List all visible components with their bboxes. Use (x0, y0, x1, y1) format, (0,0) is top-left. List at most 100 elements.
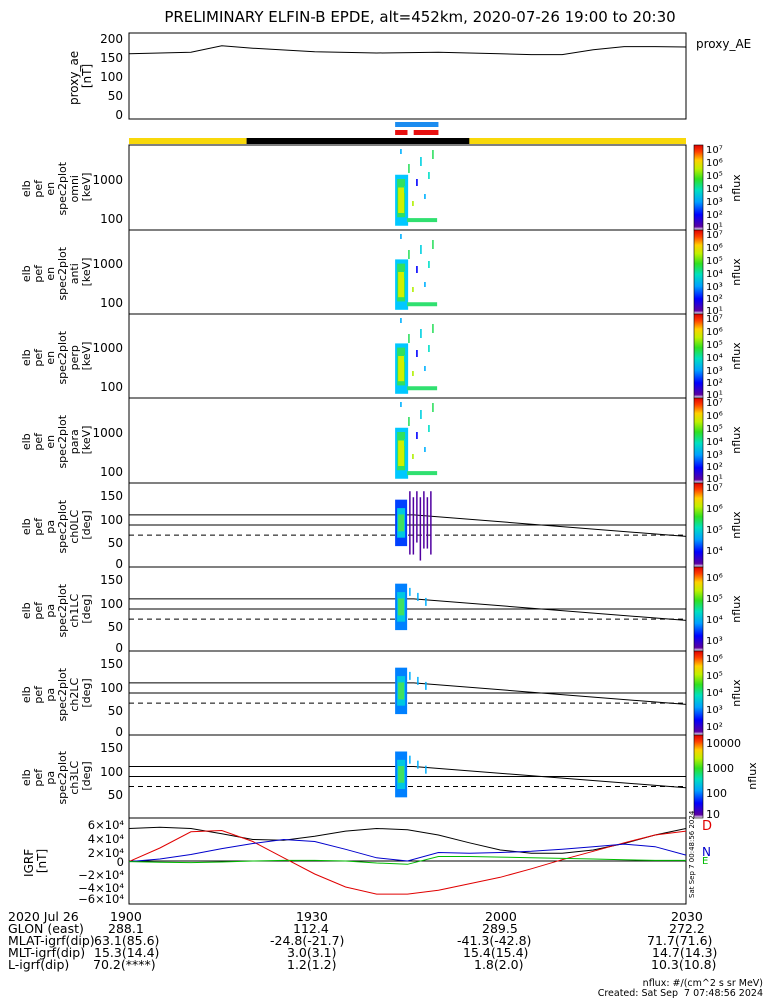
omni-panel: elb pef en spec2plot omni [keV] 1000 100 (20, 144, 687, 231)
cbar-tick: 10³ (706, 705, 723, 716)
ch2lc-panel: elb pef pa spec2plot ch2LC [deg] 150 100… (20, 650, 687, 739)
anti-label-line: en (44, 267, 57, 281)
ch0lc-flux-mark (419, 497, 422, 561)
energy-spectrogram-panels: elb pef en spec2plot omni [keV] 1000 100… (20, 144, 687, 484)
ch1lc-panel: elb pef pa spec2plot ch1LC [deg] 150 100… (20, 566, 687, 655)
units-note: nflux: #/(cm^2 s sr MeV) (642, 978, 763, 989)
footer-row-label: GLON (east) (8, 921, 84, 936)
ch3lc-label: elb pef pa spec2plot ch3LC [deg] (20, 747, 93, 804)
anti-spectrum-mark (408, 250, 410, 259)
cbar-tick: 10³ (706, 197, 723, 208)
ch2lc-label-line: [deg] (80, 678, 93, 707)
pitch-angle-panels: elb pef pa spec2plot ch0LC [deg] 150 100… (20, 482, 687, 819)
science-zone-red-bar (395, 130, 408, 135)
footer-value: 288.1 (108, 921, 144, 936)
para-spectrum-mark (404, 439, 406, 446)
ch0lc-flux-mark (426, 497, 429, 549)
ch2lc-label: elb pef pa spec2plot ch2LC [deg] (20, 664, 93, 721)
cbar-ch1lc-label: nflux (730, 595, 743, 623)
cbar-tick: 10⁴ (706, 184, 723, 195)
omni-ytick: 100 (100, 212, 123, 226)
ch0lc-flux-mark (430, 491, 432, 555)
cbar-tick: 10⁷ (706, 398, 723, 409)
para-label-line: elb (20, 433, 33, 450)
proxy-ae-ytick: 100 (100, 70, 123, 84)
orbit-position-bar (129, 138, 686, 144)
footer-value: 10.3(10.8) (651, 957, 717, 972)
cbar-ch0lc-label: nflux (730, 511, 743, 539)
proxy-ae-label: proxy_ae [nT] (67, 47, 94, 105)
footer-value: 112.4 (293, 921, 329, 936)
perp-label-line: pef (32, 348, 45, 367)
cbar-tick: 10¹ (706, 222, 723, 233)
para-label-line: para (68, 429, 81, 454)
proxy-ae-ytick: 200 (100, 32, 123, 46)
cbar-tick: 10000 (706, 737, 741, 750)
ch3lc-flux-mark (409, 755, 411, 764)
cbar-tick: 10⁵ (706, 171, 723, 182)
ch1lc-ytick: 100 (100, 597, 123, 611)
cbar-tick: 10⁵ (706, 671, 723, 682)
cbar-tick: 10² (706, 722, 723, 733)
omni-label-line: pef (32, 179, 45, 198)
anti-label: elb pef en spec2plot anti [keV] (20, 243, 93, 300)
colorbar-strip (693, 397, 704, 484)
igrf-label-line: [nT] (35, 849, 49, 873)
cbar-tick: 10⁷ (706, 230, 723, 241)
anti-label-line: elb (20, 265, 33, 282)
colorbar-strip (693, 144, 704, 231)
footer-value: 3.0(3.1) (287, 945, 337, 960)
ch0lc-label-line: pef (32, 517, 45, 536)
cbar-perp-ticks: 10⁷ 10⁶ 10⁵ 10⁴ 10³ 10² 10¹ (706, 314, 726, 401)
para-spectrum-mark (424, 447, 426, 452)
cbar-anti-ticks: 10⁷ 10⁶ 10⁵ 10⁴ 10³ 10² 10¹ (706, 230, 726, 317)
anti-spectrum-mark (432, 240, 434, 249)
ch3lc-label-line: pa (44, 771, 57, 785)
igrf-ytick: −4×10⁴ (78, 881, 124, 895)
ch3lc-flux-mark (398, 766, 405, 783)
ch2lc-ytick: 50 (108, 704, 123, 718)
ch0lc-label-line: pa (44, 520, 57, 534)
igrf-ytick: −6×10⁴ (78, 892, 124, 906)
cbar-ch3lc-label: nflux (746, 762, 759, 790)
igrf-legend-N: N (702, 845, 711, 859)
perp-spectrum-mark (412, 371, 414, 376)
perp-spectrum-mark (420, 329, 422, 338)
ch0lc-ytick: 150 (100, 489, 123, 503)
omni-label: elb pef en spec2plot omni [keV] (20, 158, 93, 215)
cbar-tick: 1000 (706, 762, 734, 775)
omni-spectrum-mark (432, 150, 434, 159)
igrf-line-N (128, 838, 687, 863)
cbar-ch2lc-label: nflux (730, 679, 743, 707)
footer-value: 15.3(14.4) (94, 945, 160, 960)
omni-spectrum-mark (416, 179, 418, 186)
anti-spectrum-mark (398, 272, 405, 298)
omni-spectrum-mark (408, 164, 410, 173)
ch1lc-flux-mark (425, 597, 427, 606)
perp-label-line: perp (68, 345, 81, 370)
footer-value: 1930 (296, 909, 328, 924)
cbar-tick: 10⁴ (706, 546, 723, 557)
cbar-para-label: nflux (730, 426, 743, 454)
cbar-tick: 10⁴ (706, 615, 723, 626)
anti-spectrum-mark (416, 266, 418, 273)
ch2lc-label-line: spec2plot (56, 667, 69, 721)
omni-spectrum-mark (428, 172, 430, 179)
perp-spectrum-mark (400, 318, 402, 323)
perp-spectrum-mark (424, 366, 426, 371)
anti-label-line: anti (68, 263, 81, 284)
cbar-tick: 10³ (706, 282, 723, 293)
ch0lc-label-line: [deg] (80, 510, 93, 539)
ch0lc-ytick: 100 (100, 513, 123, 527)
footer-row-label: MLT-igrf(dip) (8, 945, 86, 960)
anti-ytick: 1000 (92, 257, 123, 271)
igrf-label: IGRF [nT] (22, 845, 49, 877)
para-spectrum-mark (432, 403, 434, 412)
ch0lc-panel: elb pef pa spec2plot ch0LC [deg] 150 100… (20, 482, 687, 571)
omni-label-line: spec2plot (56, 161, 69, 215)
cbar-tick: 10⁶ (706, 504, 723, 515)
igrf-lines (128, 826, 687, 895)
colorbar-strip (693, 313, 704, 399)
cbar-tick: 100 (706, 787, 727, 800)
footer-row-label: MLAT-igrf(dip) (8, 933, 95, 948)
